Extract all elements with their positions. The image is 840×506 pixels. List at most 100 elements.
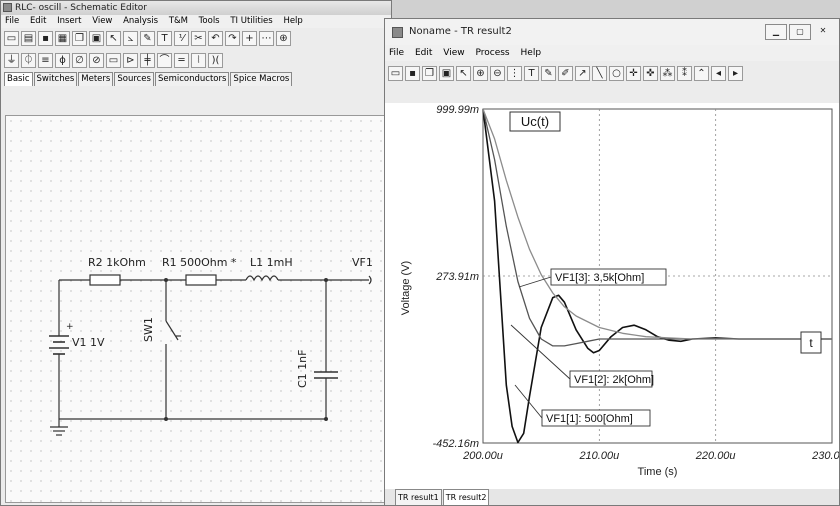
text-tool-icon[interactable]: T xyxy=(157,30,172,46)
menu-edit[interactable]: Edit xyxy=(29,16,47,26)
cursor-a-icon[interactable]: ✛ xyxy=(626,65,641,81)
junction-dot xyxy=(324,417,328,421)
open-file-icon[interactable]: ▤ xyxy=(21,30,36,46)
tr-menu-file[interactable]: File xyxy=(389,48,405,58)
result-tabs: TR result1 TR result2 xyxy=(385,489,839,505)
wire-icon[interactable]: ⦣ xyxy=(123,30,138,46)
copy-icon[interactable]: ❐ xyxy=(422,65,437,81)
paste-icon[interactable]: ▣ xyxy=(439,65,454,81)
resistor-r2-symbol[interactable] xyxy=(89,274,121,286)
tr-result-window: Noname - TR result2 ▁ ▢ ✕ File Edit View… xyxy=(384,18,840,506)
step-right-icon[interactable]: ▸ xyxy=(728,65,743,81)
pen-icon[interactable]: ✎ xyxy=(140,30,155,46)
pen-icon[interactable]: ✎ xyxy=(541,65,556,81)
tab-sources[interactable]: Sources xyxy=(114,72,154,86)
diode-icon[interactable]: ⊳ xyxy=(123,52,138,68)
coupling-icon[interactable]: )( xyxy=(208,52,223,68)
peak-icon[interactable]: ⌃ xyxy=(694,65,709,81)
marker-b-icon[interactable]: ⁑ xyxy=(677,65,692,81)
step-left-icon[interactable]: ◂ xyxy=(711,65,726,81)
voltage-probe-vf1[interactable] xyxy=(368,275,372,285)
menu-insert[interactable]: Insert xyxy=(57,16,82,26)
tab-tr-result2[interactable]: TR result2 xyxy=(442,489,490,505)
text-icon[interactable]: T xyxy=(524,65,539,81)
tab-tr-result1[interactable]: TR result1 xyxy=(395,489,442,505)
switch-sw1-symbol[interactable] xyxy=(165,320,179,341)
inductor-icon[interactable]: ⌒ xyxy=(157,52,172,68)
new-file-icon[interactable]: ▭ xyxy=(4,30,19,46)
menu-ti-utilities[interactable]: TI Utilities xyxy=(230,16,273,26)
current-source-icon[interactable]: ϕ xyxy=(55,52,70,68)
ac-source-icon[interactable]: ∅ xyxy=(72,52,87,68)
inductor-l1-symbol[interactable] xyxy=(245,275,279,282)
y-axis-label: Voltage (V) xyxy=(400,261,412,315)
copy-icon[interactable]: ❐ xyxy=(72,30,87,46)
grid-icon[interactable]: ⋮ xyxy=(507,65,522,81)
zoom-icon[interactable]: ⊕ xyxy=(276,30,291,46)
add-icon[interactable]: + xyxy=(242,30,257,46)
arrow-icon[interactable]: ↗ xyxy=(575,65,590,81)
line-icon[interactable]: ╲ xyxy=(592,65,607,81)
open-icon[interactable]: ▭ xyxy=(388,65,403,81)
undo-icon[interactable]: ↶ xyxy=(208,30,223,46)
legend-leader-line xyxy=(514,384,543,419)
print-icon[interactable]: ▦ xyxy=(55,30,70,46)
tab-semiconductors[interactable]: Semiconductors xyxy=(154,72,230,86)
tr-titlebar[interactable]: Noname - TR result2 ▁ ▢ ✕ xyxy=(385,19,839,45)
schematic-canvas[interactable]: R2 1kOhm R1 500Ohm * L1 1mH VF1 V1 1V + … xyxy=(5,115,389,503)
tr-menu-view[interactable]: View xyxy=(443,48,465,58)
formula-icon[interactable]: ⅟ xyxy=(174,30,189,46)
legend-box xyxy=(569,370,653,388)
menu-view[interactable]: View xyxy=(92,16,113,26)
tab-spice-macros[interactable]: Spice Macros xyxy=(230,72,293,86)
marker-icon[interactable]: ⁂ xyxy=(660,65,675,81)
c1-label: C1 1nF xyxy=(296,349,309,388)
battery-plus-label: + xyxy=(66,322,74,332)
maximize-button[interactable]: ▢ xyxy=(789,24,811,40)
editor-menubar: File Edit Insert View Analysis T&M Tools… xyxy=(1,15,391,28)
capacitor-icon[interactable]: ╪ xyxy=(140,52,155,68)
menu-help[interactable]: Help xyxy=(283,16,303,26)
select-arrow-icon[interactable]: ↖ xyxy=(456,65,471,81)
transformer-icon[interactable]: ⦚ xyxy=(191,52,206,68)
tr-menu-process[interactable]: Process xyxy=(475,48,510,58)
cursor-b-icon[interactable]: ✜ xyxy=(643,65,658,81)
resistor-icon[interactable]: ▭ xyxy=(106,52,121,68)
select-arrow-icon[interactable]: ↖ xyxy=(106,30,121,46)
voltage-source-icon[interactable]: ⏀ xyxy=(21,52,36,68)
tab-switches[interactable]: Switches xyxy=(33,72,78,86)
battery-icon[interactable]: ≡ xyxy=(38,52,53,68)
menu-tm[interactable]: T&M xyxy=(168,16,188,26)
cut-icon[interactable]: ✂ xyxy=(191,30,206,46)
x-tick-label: 210.00u xyxy=(578,450,619,462)
v1-label: V1 1V xyxy=(72,336,105,349)
legend-leader-line xyxy=(518,276,552,288)
tab-meters[interactable]: Meters xyxy=(78,72,114,86)
minimize-button[interactable]: ▁ xyxy=(765,24,787,40)
tab-basic[interactable]: Basic xyxy=(4,72,33,86)
ground-icon[interactable]: ⏚ xyxy=(4,52,19,68)
zoom-in-icon[interactable]: ⊕ xyxy=(473,65,488,81)
close-button[interactable]: ✕ xyxy=(819,26,827,35)
menu-file[interactable]: File xyxy=(5,16,20,26)
save-icon[interactable]: ▪ xyxy=(38,30,53,46)
paste-icon[interactable]: ▣ xyxy=(89,30,104,46)
generator-icon[interactable]: ⊘ xyxy=(89,52,104,68)
title-box xyxy=(509,111,561,132)
zoom-out-icon[interactable]: ⊖ xyxy=(490,65,505,81)
grid-icon[interactable]: ⋯ xyxy=(259,30,274,46)
menu-analysis[interactable]: Analysis xyxy=(123,16,159,26)
menu-tools[interactable]: Tools xyxy=(198,16,220,26)
x-tick-label: 230.00u xyxy=(811,450,839,462)
draw-icon[interactable]: ✐ xyxy=(558,65,573,81)
legend-leader-line xyxy=(510,324,571,380)
transient-plot-area[interactable]: 200.00u 210.00u 220.00u 230.00u 999.99m 273.9… xyxy=(385,103,839,491)
circle-icon[interactable]: ○ xyxy=(609,65,624,81)
tr-menu-help[interactable]: Help xyxy=(520,48,542,58)
switch-icon[interactable]: ═ xyxy=(174,52,189,68)
redo-icon[interactable]: ↷ xyxy=(225,30,240,46)
tr-menu-edit[interactable]: Edit xyxy=(414,48,433,58)
save-icon[interactable]: ▪ xyxy=(405,65,420,81)
resistor-r1-symbol[interactable] xyxy=(185,274,217,286)
editor-titlebar[interactable]: RLC- oscill - Schematic Editor xyxy=(1,1,391,15)
